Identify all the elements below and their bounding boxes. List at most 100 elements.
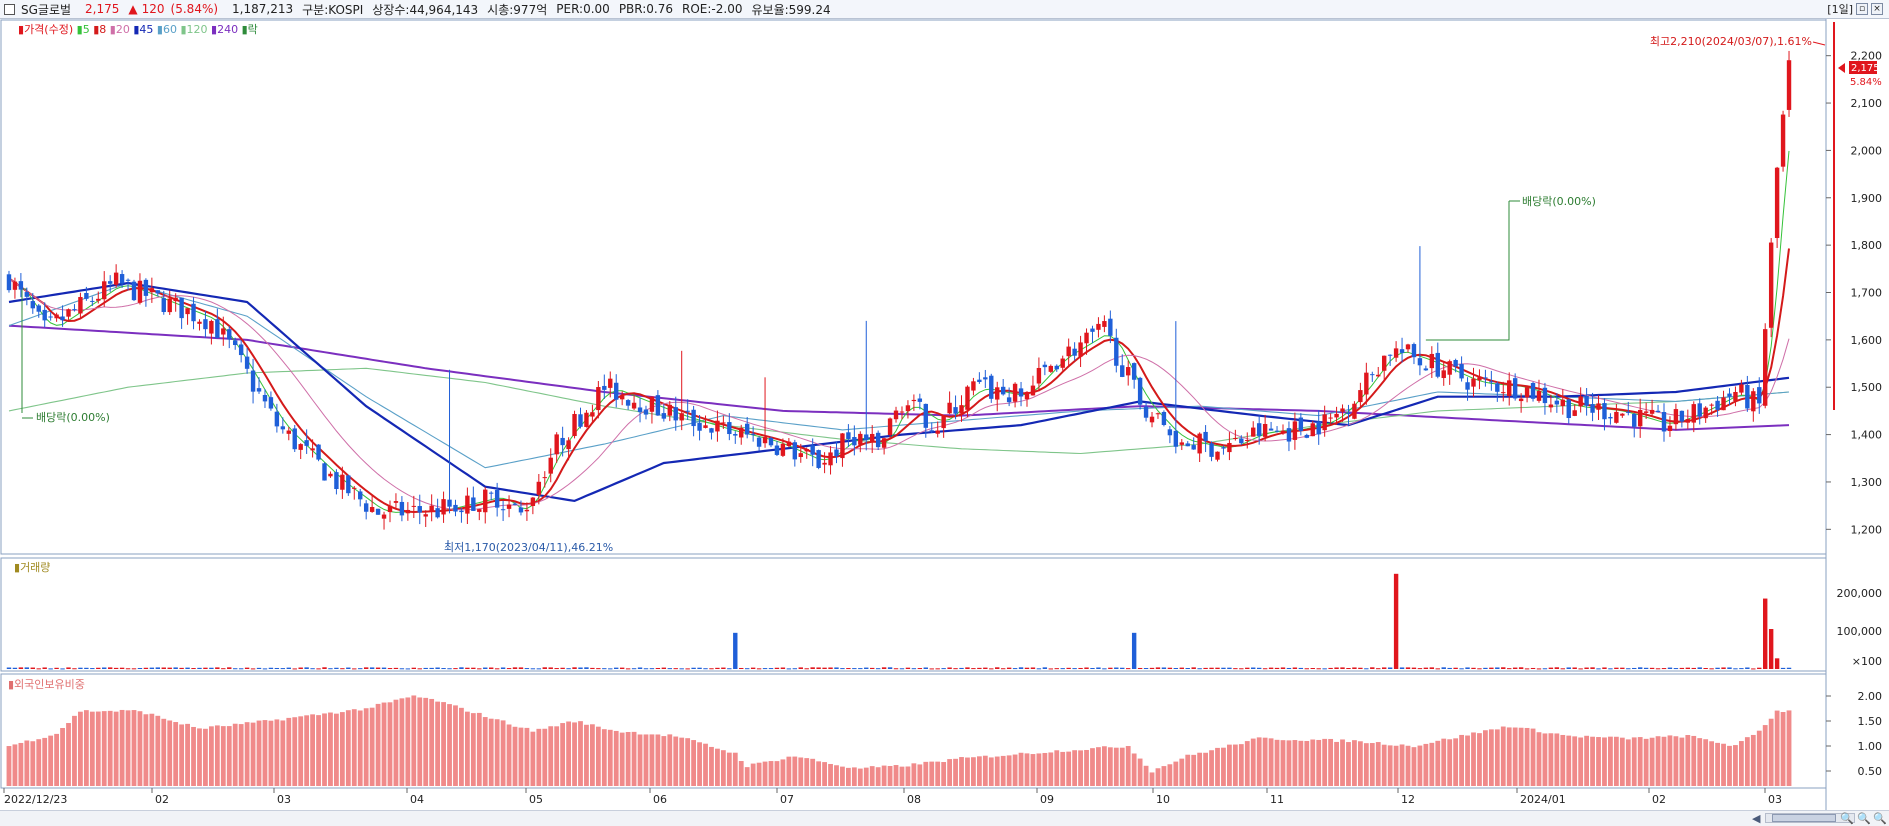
legend-ma60[interactable]: ▮60: [156, 23, 177, 36]
foreign-ratio-bar: [304, 715, 310, 786]
zoom-out-icon[interactable]: 🔍: [1840, 812, 1854, 825]
foreign-ratio-bar: [1685, 735, 1691, 786]
candle-body: [1703, 407, 1708, 419]
foreign-ratio-bar: [929, 761, 935, 786]
zoom-reset-icon[interactable]: 🔍: [1873, 812, 1887, 825]
volume-bar: [1102, 668, 1107, 670]
candle-body: [1137, 377, 1143, 405]
candle-body: [1590, 404, 1595, 413]
candle-body: [1143, 406, 1149, 418]
foreign-ratio-bar: [1363, 743, 1369, 786]
foreign-ratio-bar: [542, 728, 548, 786]
legend-ma120[interactable]: ▮120: [180, 23, 208, 36]
candle-body: [24, 292, 30, 297]
volume-bar: [572, 667, 577, 669]
volume-bar: [1441, 667, 1446, 669]
stock-chart[interactable]: 2,200 2,100 2,000 1,900 1,800 1,700 1,600 1,500…: [0, 19, 1889, 810]
foreign-ratio-bar: [1066, 751, 1072, 786]
volume-bar: [846, 668, 851, 670]
candle-body: [268, 397, 274, 409]
period-selector[interactable]: [1일]: [1827, 3, 1853, 16]
legend-ma240[interactable]: ▮240: [211, 23, 239, 36]
candle-body: [1090, 328, 1095, 332]
volume-bar: [42, 667, 47, 669]
foreign-ratio-bar: [625, 732, 631, 786]
candle-body: [864, 434, 869, 441]
volume-bar: [1251, 667, 1256, 669]
volume-bar: [48, 668, 53, 670]
candle-body: [1108, 318, 1113, 336]
candle-body: [1411, 344, 1417, 358]
stock-name[interactable]: SG글로벌: [21, 2, 72, 17]
candle-body: [167, 298, 172, 313]
volume-bar: [649, 668, 655, 670]
volume-bar: [1447, 667, 1452, 669]
legend-ma8[interactable]: ▮8: [93, 23, 107, 36]
foreign-ratio-bar: [941, 762, 947, 786]
candle-body: [102, 281, 107, 300]
foreign-ratio-bar: [256, 720, 262, 786]
foreign-ratio-bar: [488, 718, 494, 786]
foreign-ratio-bar: [965, 757, 970, 786]
x-label-8: 09: [1040, 793, 1054, 806]
candle-body: [1191, 445, 1196, 450]
volume-bar: [602, 668, 607, 670]
ma-line-45: [8, 281, 1790, 503]
foreign-ratio-bar: [1572, 736, 1578, 786]
volume-bar: [1465, 667, 1470, 669]
volume-bar: [1245, 667, 1250, 669]
candle-body: [524, 509, 530, 512]
foreign-ratio-bar: [1352, 740, 1357, 786]
legend-ma45[interactable]: ▮45: [133, 23, 154, 36]
candle-body: [846, 432, 851, 439]
legend-ma20[interactable]: ▮20: [109, 23, 130, 36]
candle-body: [1370, 374, 1375, 376]
select-checkbox[interactable]: [4, 3, 15, 15]
foreign-ratio-bar: [1024, 753, 1030, 786]
legend-drop[interactable]: ▮락: [241, 23, 258, 36]
foreign-ratio-bar: [1613, 736, 1619, 786]
stock-info-bar: SG글로벌 2,175 ▲ 120 (5.84%) 1,187,213 구분:K…: [0, 0, 1889, 19]
candle-body: [1721, 397, 1726, 411]
volume-bar: [340, 668, 345, 670]
foreign-ratio-bar: [1435, 740, 1441, 786]
minimize-icon[interactable]: ▫: [1856, 3, 1868, 15]
candle-body: [870, 433, 875, 442]
candle-body: [316, 444, 321, 460]
close-icon[interactable]: ×: [1871, 3, 1883, 15]
candle-body: [310, 448, 315, 451]
candle-body: [465, 495, 470, 514]
volume-bar: [858, 668, 863, 670]
foreign-ratio-bar: [1244, 741, 1250, 786]
foreign-ratio-bar: [447, 704, 452, 786]
foreign-tick-label-1: 1.50: [1858, 715, 1883, 728]
legend-ma5[interactable]: ▮5: [76, 23, 90, 36]
candle-body: [1530, 383, 1536, 399]
scrollbar-thumb[interactable]: [1772, 814, 1836, 822]
candle-body: [518, 507, 524, 513]
volume-bar: [1626, 668, 1631, 670]
price-tick-label-0: 2,200: [1851, 50, 1883, 63]
foreign-ratio-bar: [1006, 755, 1012, 786]
candle-body: [322, 463, 327, 481]
volume-bar: [6, 667, 12, 669]
candle-body: [107, 281, 113, 284]
candle-body: [1340, 408, 1345, 412]
volume-bar: [363, 667, 369, 669]
x-label-13: 02: [1652, 793, 1666, 806]
volume-bar: [1507, 668, 1512, 670]
volume-bar: [899, 668, 905, 670]
scroll-left-arrow[interactable]: ◀: [1752, 812, 1761, 825]
foreign-ratio-bar: [1524, 727, 1530, 786]
candle-body: [1495, 383, 1500, 392]
zoom-in-icon[interactable]: 🔍: [1857, 812, 1871, 825]
foreign-ratio-bar: [982, 755, 988, 786]
candle-body: [119, 274, 125, 284]
volume-bar: [1780, 667, 1786, 669]
foreign-ratio-bar: [524, 727, 530, 786]
foreign-ratio-bar: [1185, 754, 1191, 786]
candle-body: [1751, 391, 1756, 412]
volume-bar: [328, 668, 333, 670]
volume-bar: [1042, 667, 1048, 669]
volume-bar: [637, 667, 643, 669]
